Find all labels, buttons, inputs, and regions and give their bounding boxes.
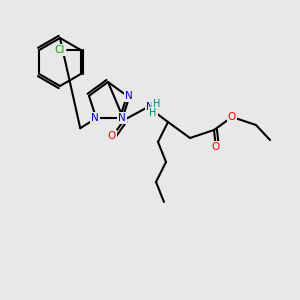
Text: O: O	[108, 131, 116, 141]
Text: N: N	[146, 102, 154, 112]
Text: N: N	[92, 113, 99, 123]
Text: O: O	[228, 112, 236, 122]
Text: N: N	[118, 113, 126, 123]
Text: N: N	[125, 91, 133, 101]
Text: H: H	[153, 99, 161, 109]
Text: H: H	[149, 108, 157, 118]
Text: O: O	[212, 142, 220, 152]
Text: Cl: Cl	[55, 45, 65, 55]
